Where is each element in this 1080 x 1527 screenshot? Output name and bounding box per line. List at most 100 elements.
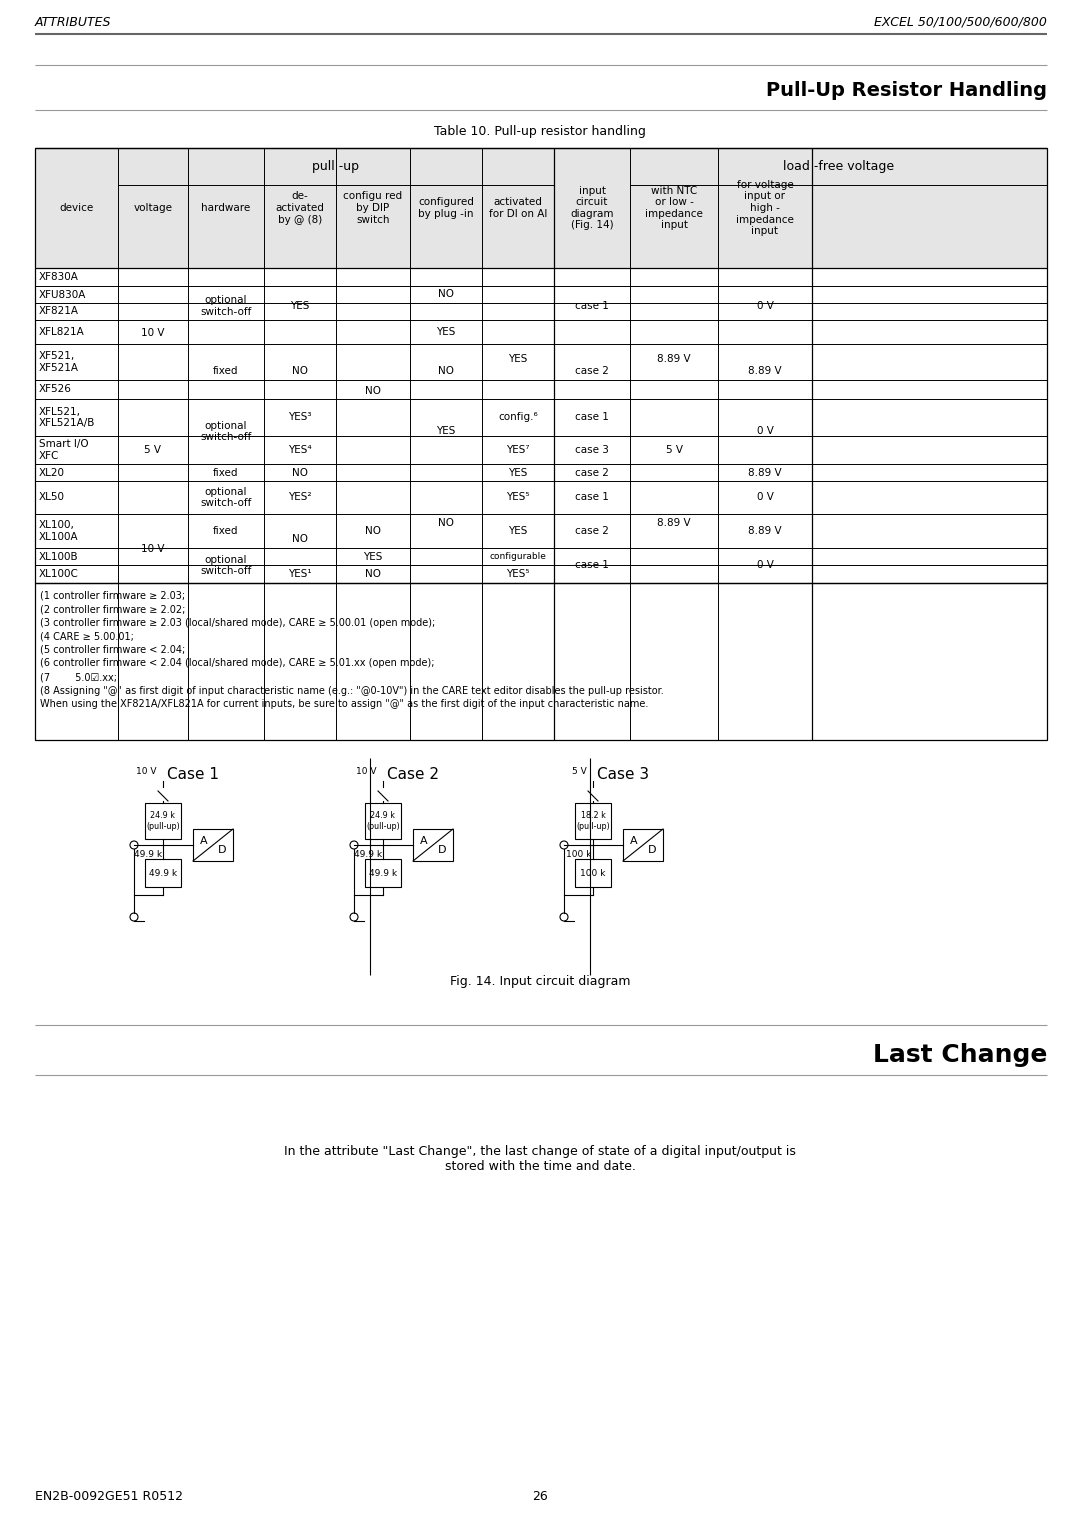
Bar [145, 860, 181, 887]
Text: input
circuit
diagram
(Fig. 14): input circuit diagram (Fig. 14) [570, 186, 613, 231]
Text: case 1: case 1 [575, 301, 609, 312]
Text: configured
by plug -in: configured by plug -in [418, 197, 474, 218]
Text: NO: NO [365, 525, 381, 536]
Text: A: A [201, 835, 208, 846]
Text: config.⁶: config.⁶ [498, 412, 538, 423]
Text: YES³: YES³ [288, 412, 312, 423]
Text: configu red
by DIP
switch: configu red by DIP switch [343, 191, 403, 224]
Text: case 3: case 3 [575, 444, 609, 455]
Text: 24.9 k
(pull-up): 24.9 k (pull-up) [146, 811, 180, 831]
Text: YES⁷: YES⁷ [507, 444, 530, 455]
Text: D: D [217, 844, 226, 855]
Text: with NTC
or low -
impedance
input: with NTC or low - impedance input [645, 186, 703, 231]
Text: YES¹: YES¹ [288, 570, 312, 579]
Text: YES: YES [509, 467, 528, 478]
Text: optional
switch-off: optional switch-off [200, 295, 252, 316]
Text: XL50: XL50 [39, 493, 65, 502]
Text: ATTRIBUTES: ATTRIBUTES [35, 15, 111, 29]
Text: (1 controller firmware ≥ 2.03;: (1 controller firmware ≥ 2.03; [40, 591, 185, 602]
Text: 8.89 V: 8.89 V [658, 354, 691, 365]
Text: 8.89 V: 8.89 V [748, 467, 782, 478]
Text: Case 2: Case 2 [387, 767, 438, 782]
Text: YES⁵: YES⁵ [507, 570, 530, 579]
Text: NO: NO [292, 366, 308, 377]
Text: Last Change: Last Change [873, 1043, 1047, 1067]
Text: YES: YES [291, 301, 310, 312]
Text: NO: NO [365, 570, 381, 579]
Text: (5 controller firmware < 2.04;: (5 controller firmware < 2.04; [40, 644, 186, 655]
Text: XF526: XF526 [39, 385, 72, 394]
Text: de-
activated
by @ (8): de- activated by @ (8) [275, 191, 324, 224]
Bar [35, 583, 1047, 741]
Text: case 1: case 1 [575, 560, 609, 571]
Text: NO: NO [292, 467, 308, 478]
Text: In the attribute "Last Change", the last change of state of a digital input/outp: In the attribute "Last Change", the last… [284, 1145, 796, 1173]
Text: NO: NO [438, 366, 454, 377]
Text: (6 controller firmware < 2.04 (local/shared mode), CARE ≥ 5.01.xx (open mode);: (6 controller firmware < 2.04 (local/sha… [40, 658, 434, 669]
Bar [365, 803, 401, 838]
Text: 5 V: 5 V [665, 444, 683, 455]
Text: 49.9 k: 49.9 k [354, 851, 382, 860]
Text: YES: YES [509, 354, 528, 365]
Text: YES⁵: YES⁵ [507, 493, 530, 502]
Text: fixed: fixed [213, 366, 239, 377]
Text: XL20: XL20 [39, 467, 65, 478]
Text: A: A [631, 835, 638, 846]
Text: Fig. 14. Input circuit diagram: Fig. 14. Input circuit diagram [449, 976, 631, 988]
Text: XL100B: XL100B [39, 551, 79, 562]
Text: hardware: hardware [201, 203, 251, 212]
Text: case 1: case 1 [575, 493, 609, 502]
Text: activated
for DI on AI: activated for DI on AI [489, 197, 548, 218]
Text: (2 controller firmware ≥ 2.02;: (2 controller firmware ≥ 2.02; [40, 605, 186, 614]
Text: device: device [59, 203, 94, 212]
Text: 18.2 k
(pull-up): 18.2 k (pull-up) [576, 811, 610, 831]
Text: optional
switch-off: optional switch-off [200, 421, 252, 443]
Text: 5 V: 5 V [145, 444, 162, 455]
Text: XF830A: XF830A [39, 272, 79, 282]
Text: 49.9 k: 49.9 k [369, 869, 397, 878]
Text: pull -up: pull -up [312, 160, 360, 173]
Bar [193, 829, 233, 861]
Text: XFU830A: XFU830A [39, 290, 86, 299]
Bar [365, 860, 401, 887]
Text: case 2: case 2 [575, 467, 609, 478]
Text: 10 V: 10 V [141, 328, 165, 339]
Text: A: A [420, 835, 428, 846]
Text: 5 V: 5 V [572, 767, 588, 776]
Text: EXCEL 50/100/500/600/800: EXCEL 50/100/500/600/800 [874, 15, 1047, 29]
Text: 0 V: 0 V [757, 426, 773, 437]
Bar [575, 860, 611, 887]
Text: 8.89 V: 8.89 V [748, 525, 782, 536]
Text: (7        5.0☑.xx;: (7 5.0☑.xx; [40, 672, 117, 683]
Text: XL100C: XL100C [39, 570, 79, 579]
Text: optional
switch-off: optional switch-off [200, 554, 252, 576]
Text: Table 10. Pull-up resistor handling: Table 10. Pull-up resistor handling [434, 125, 646, 137]
Text: Pull-Up Resistor Handling: Pull-Up Resistor Handling [766, 81, 1047, 99]
Bar [575, 803, 611, 838]
Text: XL100,
XL100A: XL100, XL100A [39, 521, 79, 542]
Text: 0 V: 0 V [757, 493, 773, 502]
Text: Case 3: Case 3 [597, 767, 649, 782]
Text: XFL821A: XFL821A [39, 327, 84, 337]
Text: 100 k: 100 k [580, 869, 606, 878]
Text: 24.9 k
(pull-up): 24.9 k (pull-up) [366, 811, 400, 831]
Text: YES: YES [509, 525, 528, 536]
Text: 49.9 k: 49.9 k [149, 869, 177, 878]
Text: load -free voltage: load -free voltage [783, 160, 894, 173]
Text: case 1: case 1 [575, 412, 609, 423]
Text: (4 CARE ≥ 5.00.01;: (4 CARE ≥ 5.00.01; [40, 632, 134, 641]
Text: (8 Assigning "@" as first digit of input characteristic name (e.g.: "@0-10V") in: (8 Assigning "@" as first digit of input… [40, 686, 664, 695]
Text: Case 1: Case 1 [167, 767, 219, 782]
Text: Smart I/O
XFC: Smart I/O XFC [39, 440, 89, 461]
Text: YES²: YES² [288, 493, 312, 502]
Text: EN2B-0092GE51 R0512: EN2B-0092GE51 R0512 [35, 1490, 183, 1504]
Text: 8.89 V: 8.89 V [658, 519, 691, 528]
Bar [35, 148, 1047, 583]
Text: for voltage
input or
high -
impedance
input: for voltage input or high - impedance in… [737, 180, 794, 237]
Bar [145, 803, 181, 838]
Text: voltage: voltage [134, 203, 173, 212]
Text: NO: NO [365, 386, 381, 395]
Text: 26: 26 [532, 1490, 548, 1504]
Bar [623, 829, 663, 861]
Text: fixed: fixed [213, 525, 239, 536]
